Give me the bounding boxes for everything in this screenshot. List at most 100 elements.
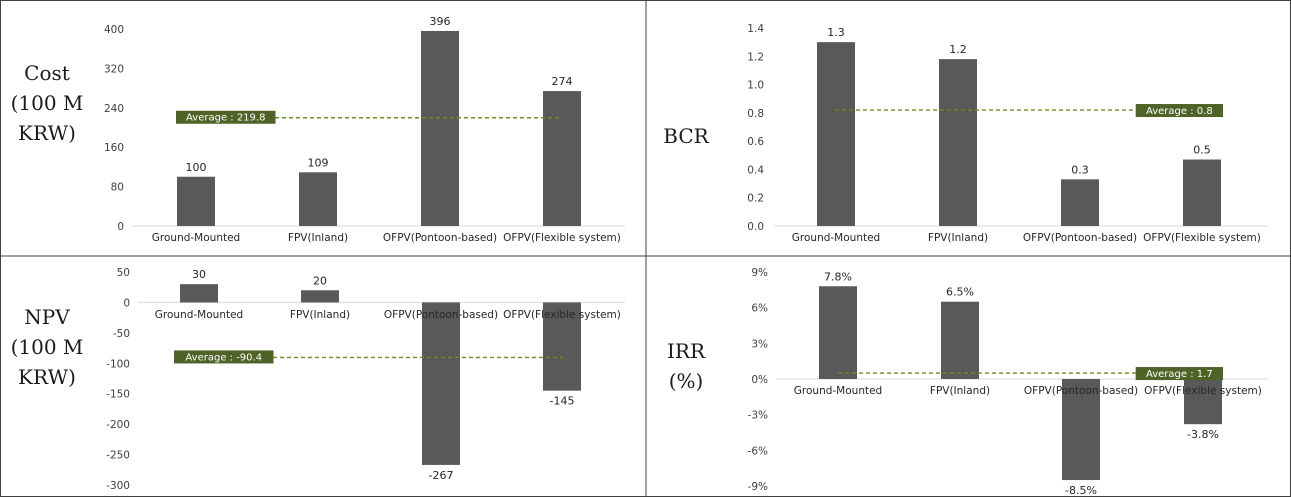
y-tick-label: 0.2 xyxy=(747,193,764,205)
y-tick-label: 320 xyxy=(104,63,124,75)
data-label: 1.2 xyxy=(949,43,967,56)
bar-2 xyxy=(941,301,979,379)
y-axis-title-line: (%) xyxy=(669,369,704,393)
y-tick-label: -9% xyxy=(748,481,768,493)
chart-panel-2: BCR 0.0 0.2 0.4 0.6 0.8 1.0 1.2 1.4 1.3 1.2 0.3 0.5 G… xyxy=(663,23,1268,244)
y-tick-label: 240 xyxy=(104,103,124,115)
data-label: -8.5% xyxy=(1065,484,1097,497)
bar-2 xyxy=(939,59,977,226)
x-category-label: OFPV(Flexible system) xyxy=(503,309,621,321)
average-label: Average : 1.7 xyxy=(1146,369,1213,380)
bar-4 xyxy=(1183,159,1221,226)
data-label: 100 xyxy=(186,161,207,174)
bar-1 xyxy=(819,286,857,379)
data-label: 6.5% xyxy=(946,286,974,299)
y-tick-label: 0.6 xyxy=(747,136,764,148)
y-tick-label: -100 xyxy=(106,358,130,370)
x-category-label: OFPV(Flexible system) xyxy=(1144,385,1262,397)
x-category-label: Ground-Mounted xyxy=(794,385,882,397)
bar-1 xyxy=(177,176,215,226)
y-axis-title-line: NPV xyxy=(24,305,70,329)
x-category-label: OFPV(Pontoon-based) xyxy=(1023,232,1137,244)
y-tick-label: 0 xyxy=(123,297,130,309)
y-axis-title: NPV (100 M KRW) xyxy=(11,305,84,389)
data-label: 396 xyxy=(430,15,451,28)
y-axis-title-line: BCR xyxy=(663,124,709,148)
x-category-label: FPV(Inland) xyxy=(290,309,350,321)
y-tick-label: 3% xyxy=(751,338,768,350)
y-tick-label: 6% xyxy=(751,303,768,315)
y-axis-title: IRR (%) xyxy=(667,339,706,393)
y-tick-label: 400 xyxy=(104,24,124,36)
y-tick-label: 0.8 xyxy=(747,108,764,120)
bar-1 xyxy=(180,284,218,303)
x-category-label: FPV(Inland) xyxy=(930,385,990,397)
x-category-label: FPV(Inland) xyxy=(288,232,348,244)
bar-3 xyxy=(1061,179,1099,226)
bar-1 xyxy=(817,42,855,227)
average-label: Average : 219.8 xyxy=(186,113,265,124)
y-axis-title-line: IRR xyxy=(667,339,706,363)
data-label: -145 xyxy=(550,395,575,408)
bar-3 xyxy=(1062,379,1100,481)
x-category-label: OFPV(Flexible system) xyxy=(503,232,621,244)
y-tick-label: 0.0 xyxy=(747,221,764,233)
data-label: -267 xyxy=(429,469,454,482)
y-tick-label: 1.2 xyxy=(747,51,764,63)
y-axis-title: BCR xyxy=(663,124,709,148)
y-axis-title-line: (100 M xyxy=(11,335,84,359)
average-label-box xyxy=(1135,367,1223,381)
y-tick-label: 80 xyxy=(111,182,124,194)
y-tick-label: -3% xyxy=(748,410,768,422)
bar-2 xyxy=(299,172,337,226)
bar-4 xyxy=(543,302,581,391)
bar-3 xyxy=(421,30,459,226)
y-tick-label: 1.4 xyxy=(747,23,764,35)
y-axis-title-line: Cost xyxy=(24,61,70,85)
bar-4 xyxy=(1184,379,1222,425)
data-label: 20 xyxy=(313,274,327,287)
chart-panel-4: IRR (%) -9% -6% -3% 0% 3% 6% 9% 7.8% 6.5% -8.5% -3.8… xyxy=(667,267,1268,497)
data-label: 1.3 xyxy=(827,26,845,39)
y-tick-label: 160 xyxy=(104,142,124,154)
bar-3 xyxy=(422,302,460,465)
data-label: 274 xyxy=(552,75,573,88)
y-tick-label: 0 xyxy=(117,221,124,233)
chart-panel-1: Cost (100 M KRW) 0 80 160 240 320 400 100 109 396 27… xyxy=(11,15,625,244)
y-tick-label: -250 xyxy=(106,450,130,462)
y-tick-label: 1.0 xyxy=(747,80,764,92)
x-category-label: FPV(Inland) xyxy=(928,232,988,244)
y-tick-label: 50 xyxy=(117,267,130,279)
x-category-label: OFPV(Pontoon-based) xyxy=(1024,385,1138,397)
data-label: -3.8% xyxy=(1187,428,1219,441)
x-category-label: Ground-Mounted xyxy=(152,232,240,244)
average-label: Average : 0.8 xyxy=(1146,106,1213,117)
y-tick-label: 0% xyxy=(751,374,768,386)
y-axis-title-line: KRW) xyxy=(18,121,76,145)
y-tick-label: -6% xyxy=(748,445,768,457)
y-tick-label: -200 xyxy=(106,419,130,431)
data-label: 7.8% xyxy=(824,270,852,283)
average-label-box xyxy=(1135,104,1223,118)
data-label: 0.3 xyxy=(1071,163,1089,176)
chart-panel-3: NPV (100 M KRW) -300 -250 -200 -150 -100 -50 0 50 3… xyxy=(11,267,625,492)
x-category-label: Ground-Mounted xyxy=(155,309,243,321)
average-label: Average : -90.4 xyxy=(185,352,262,363)
y-axis-title: Cost (100 M KRW) xyxy=(11,61,84,145)
x-category-label: OFPV(Flexible system) xyxy=(1143,232,1261,244)
y-axis-title-line: KRW) xyxy=(18,365,76,389)
average-label-box xyxy=(174,350,274,364)
x-category-label: Ground-Mounted xyxy=(792,232,880,244)
data-label: 30 xyxy=(192,268,206,281)
y-tick-label: -150 xyxy=(106,389,130,401)
bar-2 xyxy=(301,290,339,303)
bar-4 xyxy=(543,91,581,227)
x-category-label: OFPV(Pontoon-based) xyxy=(384,309,498,321)
x-category-label: OFPV(Pontoon-based) xyxy=(383,232,497,244)
data-label: 109 xyxy=(308,156,329,169)
y-tick-label: -300 xyxy=(106,480,130,492)
y-tick-label: 9% xyxy=(751,267,768,279)
data-label: 0.5 xyxy=(1193,144,1211,157)
y-tick-label: -50 xyxy=(113,328,130,340)
